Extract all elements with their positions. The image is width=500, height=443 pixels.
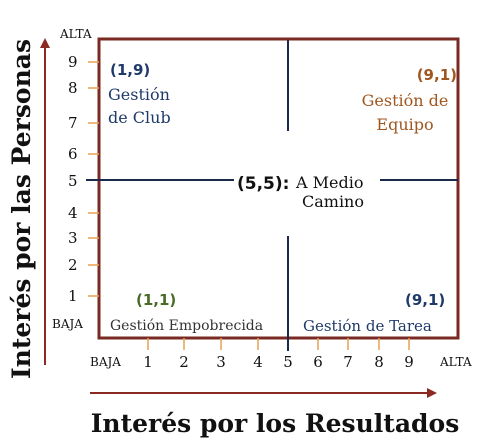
center-label-bg — [234, 168, 380, 212]
y-axis-title: Interés por las Personas — [7, 39, 36, 379]
center-coord: (5,5): — [237, 174, 289, 194]
y-tick-7: 7 — [68, 114, 78, 132]
x-tick-7: 7 — [343, 353, 353, 371]
top-left-label-2: de Club — [108, 108, 171, 127]
y-tick-8: 8 — [68, 79, 78, 97]
y-tick-4: 4 — [68, 204, 78, 222]
bottom-right-coord: (9,1) — [405, 291, 445, 309]
x-tick-marks — [147, 338, 410, 350]
x-tick-8: 8 — [374, 353, 384, 371]
center-label-1: A Medio — [295, 173, 363, 192]
y-high-label: ALTA — [59, 27, 92, 41]
top-left-label-1: Gestión — [108, 85, 170, 104]
bottom-right-label: Gestión de Tarea — [303, 317, 432, 335]
top-right-label-2: Equipo — [376, 115, 433, 134]
y-tick-marks — [88, 61, 99, 297]
x-axis-title: Interés por los Resultados — [91, 409, 460, 438]
top-right-label-1: Gestión de — [362, 91, 449, 110]
x-tick-1: 1 — [143, 353, 153, 371]
y-tick-3: 3 — [68, 229, 78, 247]
x-tick-4: 4 — [253, 353, 263, 371]
x-tick-5: 5 — [283, 353, 293, 371]
center-label-2: Camino — [302, 192, 364, 211]
y-low-label: BAJA — [52, 317, 83, 331]
y-tick-6: 6 — [68, 145, 78, 163]
x-tick-6: 6 — [313, 353, 323, 371]
bottom-left-coord: (1,1) — [136, 291, 176, 309]
bottom-left-label: Gestión Empobrecida — [110, 318, 263, 334]
y-tick-9: 9 — [68, 53, 78, 71]
y-tick-5: 5 — [68, 172, 78, 190]
top-right-coord: (9,1) — [417, 66, 457, 84]
top-left-coord: (1,9) — [110, 61, 150, 79]
x-high-label: ALTA — [439, 355, 472, 369]
x-tick-9: 9 — [404, 353, 414, 371]
y-tick-2: 2 — [68, 256, 78, 274]
x-tick-3: 3 — [216, 353, 226, 371]
x-tick-2: 2 — [179, 353, 189, 371]
grid-frame — [97, 37, 460, 340]
x-low-label: BAJA — [90, 355, 121, 369]
y-tick-1: 1 — [68, 287, 78, 305]
